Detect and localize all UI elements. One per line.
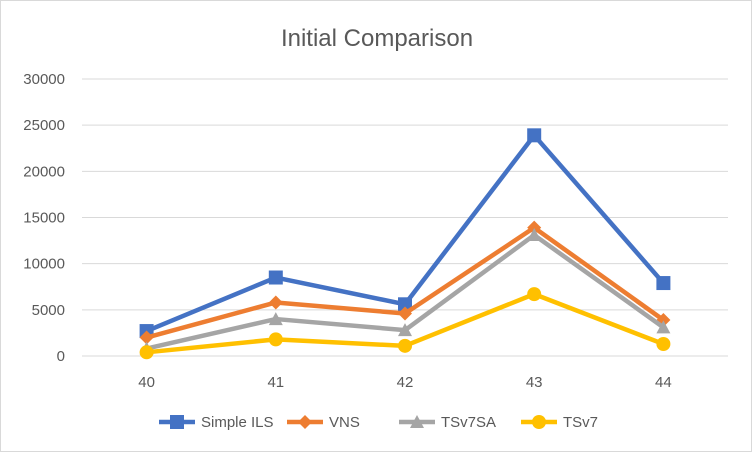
- legend-item: TSv7: [521, 414, 598, 431]
- legend-item: Simple ILS: [159, 414, 274, 431]
- data-point: [398, 338, 412, 353]
- data-point: [268, 270, 283, 285]
- data-point: [268, 295, 283, 310]
- y-tick-label: 20000: [23, 163, 65, 180]
- legend-marker: [170, 415, 184, 429]
- legend-marker: [410, 415, 424, 428]
- series-line: [146, 225, 665, 340]
- data-point: [656, 276, 671, 291]
- data-point: [656, 336, 671, 351]
- y-tick-label: 30000: [23, 71, 65, 88]
- x-tick-label: 40: [138, 374, 155, 391]
- x-tick-label: 42: [397, 374, 414, 391]
- data-point: [398, 297, 412, 312]
- data-point: [139, 330, 154, 345]
- series-group: [139, 128, 671, 360]
- data-point: [398, 323, 412, 337]
- series-simple-ils: [139, 128, 671, 339]
- data-point: [139, 345, 154, 360]
- y-tick-label: 10000: [23, 256, 65, 273]
- y-tick-label: 5000: [32, 302, 65, 319]
- series-tsv7sa: [139, 228, 671, 355]
- data-point: [527, 287, 542, 302]
- legend-label: TSv7: [563, 414, 598, 431]
- data-point: [527, 128, 542, 143]
- legend-item: TSv7SA: [399, 414, 496, 431]
- x-tick-label: 43: [526, 374, 543, 391]
- y-tick-label: 15000: [23, 210, 65, 227]
- legend-label: VNS: [329, 414, 360, 431]
- gridlines: [82, 78, 728, 357]
- data-point: [656, 320, 671, 334]
- legend-marker: [532, 415, 546, 429]
- y-tick-label: 25000: [23, 117, 65, 134]
- y-axis-tick-labels: 0 5000 10000 15000 20000 25000 30000: [23, 71, 65, 365]
- chart-title: Initial Comparison: [281, 25, 473, 52]
- data-point: [268, 332, 283, 347]
- data-point: [268, 312, 283, 326]
- y-tick-label: 0: [57, 348, 65, 365]
- data-point: [527, 228, 542, 242]
- x-tick-label: 41: [267, 374, 284, 391]
- legend-label: TSv7SA: [441, 414, 496, 431]
- data-point: [527, 220, 542, 235]
- legend-label: Simple ILS: [201, 414, 274, 431]
- data-point: [398, 306, 412, 321]
- x-tick-label: 44: [655, 374, 672, 391]
- legend: Simple ILS VNS TSv7SA TSv7: [159, 414, 598, 431]
- legend-marker: [298, 415, 312, 429]
- x-axis-tick-labels: 40 41 42 43 44: [138, 374, 671, 391]
- series-vns: [139, 220, 671, 345]
- legend-item: VNS: [287, 414, 360, 431]
- series-tsv7: [139, 287, 671, 360]
